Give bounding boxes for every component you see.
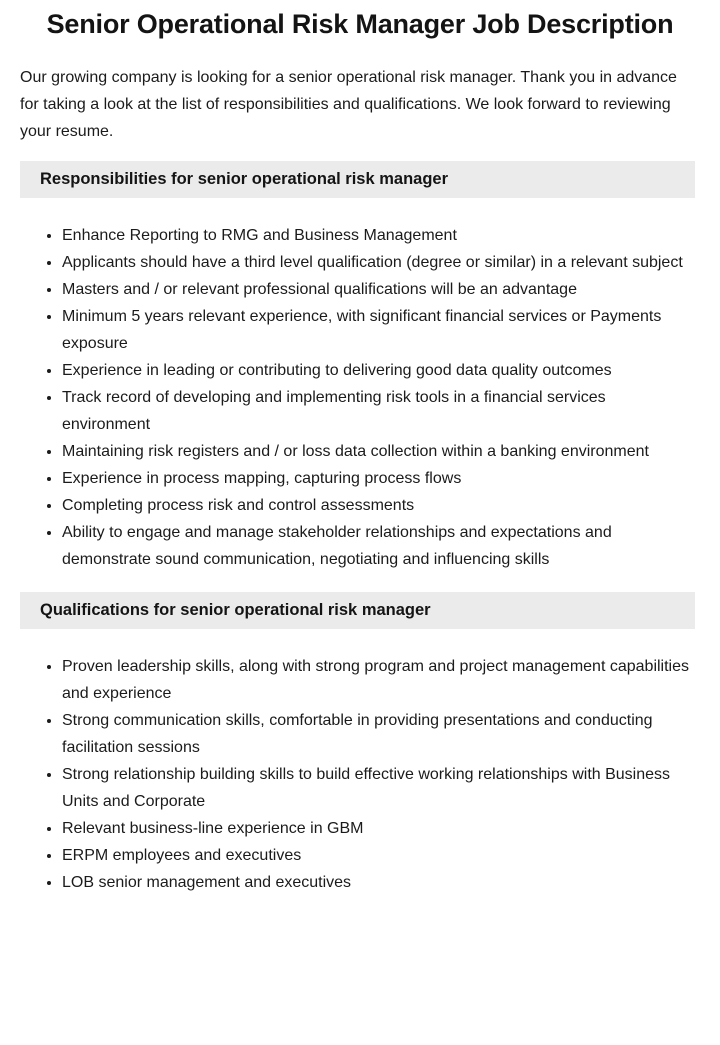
- list-item: ERPM employees and executives: [62, 842, 700, 869]
- list-item: Experience in leading or contributing to…: [62, 357, 700, 384]
- list-item: Track record of developing and implement…: [62, 384, 700, 438]
- responsibilities-heading: Responsibilities for senior operational …: [20, 161, 695, 198]
- list-item: LOB senior management and executives: [62, 869, 700, 896]
- list-item: Ability to engage and manage stakeholder…: [62, 519, 700, 573]
- list-item: Applicants should have a third level qua…: [62, 249, 700, 276]
- qualifications-section: Qualifications for senior operational ri…: [0, 592, 720, 896]
- list-item: Strong communication skills, comfortable…: [62, 707, 700, 761]
- list-item: Proven leadership skills, along with str…: [62, 653, 700, 707]
- list-item: Strong relationship building skills to b…: [62, 761, 700, 815]
- page-title: Senior Operational Risk Manager Job Desc…: [46, 9, 674, 39]
- list-item: Masters and / or relevant professional q…: [62, 276, 700, 303]
- responsibilities-list: Enhance Reporting to RMG and Business Ma…: [0, 222, 700, 573]
- qualifications-list: Proven leadership skills, along with str…: [0, 653, 700, 896]
- list-item: Maintaining risk registers and / or loss…: [62, 438, 700, 465]
- list-item: Experience in process mapping, capturing…: [62, 465, 700, 492]
- intro-paragraph: Our growing company is looking for a sen…: [20, 69, 677, 140]
- job-description-document: Senior Operational Risk Manager Job Desc…: [0, 8, 720, 896]
- list-item: Minimum 5 years relevant experience, wit…: [62, 303, 700, 357]
- qualifications-heading: Qualifications for senior operational ri…: [20, 592, 695, 629]
- responsibilities-section: Responsibilities for senior operational …: [0, 161, 720, 573]
- list-item: Relevant business-line experience in GBM: [62, 815, 700, 842]
- list-item: Completing process risk and control asse…: [62, 492, 700, 519]
- list-item: Enhance Reporting to RMG and Business Ma…: [62, 222, 700, 249]
